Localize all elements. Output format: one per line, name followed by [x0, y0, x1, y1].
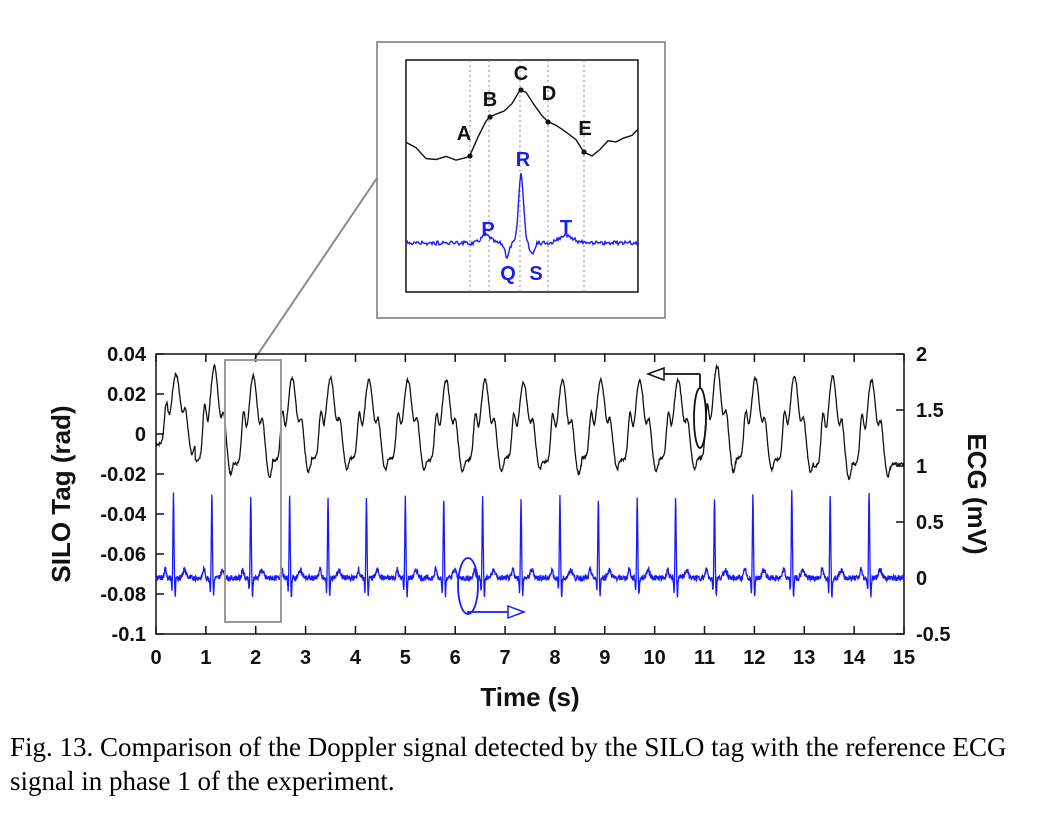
- x-tick-label: 2: [250, 647, 261, 669]
- x-tick-label: 14: [843, 647, 866, 669]
- y-axis-right-title: ECG (mV): [962, 433, 992, 554]
- x-axis-title: Time (s): [480, 682, 579, 712]
- ecg-point-label: T: [560, 217, 572, 239]
- y-right-tick-label: 0.5: [916, 512, 944, 534]
- left-arrow-icon: [645, 366, 665, 382]
- x-tick-label: 3: [300, 647, 311, 669]
- ecg-point-label: R: [516, 149, 531, 171]
- ecg-point-label: S: [529, 263, 542, 285]
- inset-point-marker: [545, 119, 551, 125]
- y-left-tick-label: -0.1: [112, 624, 146, 646]
- inset-point-markers: [467, 87, 587, 159]
- x-tick-label: 6: [450, 647, 461, 669]
- main-plot: 0 1 2 3 4 5 6 7 8 9 10 11 12 13 14 150.040.020-0.02-0.0…: [46, 344, 992, 712]
- x-tick-label: 13: [793, 647, 815, 669]
- x-tick-label: 12: [743, 647, 765, 669]
- x-tick-label: 8: [549, 647, 560, 669]
- y-left-tick-label: -0.04: [100, 504, 146, 526]
- y-right-tick-label: 1: [916, 456, 927, 478]
- silo-point-label: D: [542, 83, 556, 105]
- y-left-tick-label: -0.06: [100, 544, 146, 566]
- y-right-tick-label: 2: [916, 344, 927, 366]
- x-tick-label: 4: [350, 647, 362, 669]
- axis-tick-labels: 0 1 2 3 4 5 6 7 8 9 10 11 12 13 14 150.040.020-0.02-0.0…: [100, 344, 950, 669]
- inset-point-marker: [467, 153, 473, 159]
- x-tick-label: 0: [150, 647, 161, 669]
- right-arrow-icon: [507, 604, 527, 620]
- inset-ecg-waveform: [405, 173, 639, 260]
- silo-point-label: C: [514, 63, 528, 85]
- figure-caption: Fig. 13. Comparison of the Doppler signa…: [10, 732, 1007, 796]
- inset-point-marker: [581, 149, 587, 155]
- x-tick-label: 1: [200, 647, 211, 669]
- x-tick-label: 11: [694, 647, 715, 669]
- y-left-tick-label: -0.08: [100, 584, 146, 606]
- ecg-arrow-line: [467, 611, 510, 614]
- silo-point-label: B: [483, 89, 497, 111]
- x-tick-label: 15: [893, 647, 915, 669]
- y-left-tick-label: -0.02: [100, 464, 146, 486]
- x-tick-label: 10: [644, 647, 666, 669]
- y-left-tick-label: 0: [135, 424, 146, 446]
- silo-axis-ellipse: [693, 387, 707, 449]
- ecg-point-label: P: [481, 219, 494, 241]
- plot-frame: [155, 353, 905, 635]
- inset-point-marker: [487, 114, 493, 120]
- y-right-tick-label: 0: [916, 568, 927, 590]
- ecg-axis-ellipse: [457, 557, 479, 615]
- y-right-tick-label: -0.5: [916, 624, 950, 646]
- x-tick-label: 7: [500, 647, 511, 669]
- x-tick-label: 9: [599, 647, 610, 669]
- zoom-connector-line: [253, 177, 378, 361]
- inset-point-marker: [518, 87, 524, 93]
- zoom-region-box: [224, 359, 282, 623]
- y-left-tick-label: 0.04: [107, 344, 147, 366]
- silo-tag-series: [155, 363, 905, 481]
- silo-point-label: A: [457, 123, 471, 145]
- x-tick-label: 5: [400, 647, 411, 669]
- ecg-point-label: Q: [500, 263, 516, 285]
- y-left-tick-label: 0.02: [107, 384, 146, 406]
- silo-point-label: E: [578, 118, 591, 140]
- y-axis-left-title: SILO Tag (rad): [46, 405, 76, 582]
- y-right-tick-label: 1.5: [916, 400, 944, 422]
- ecg-series: [155, 490, 905, 598]
